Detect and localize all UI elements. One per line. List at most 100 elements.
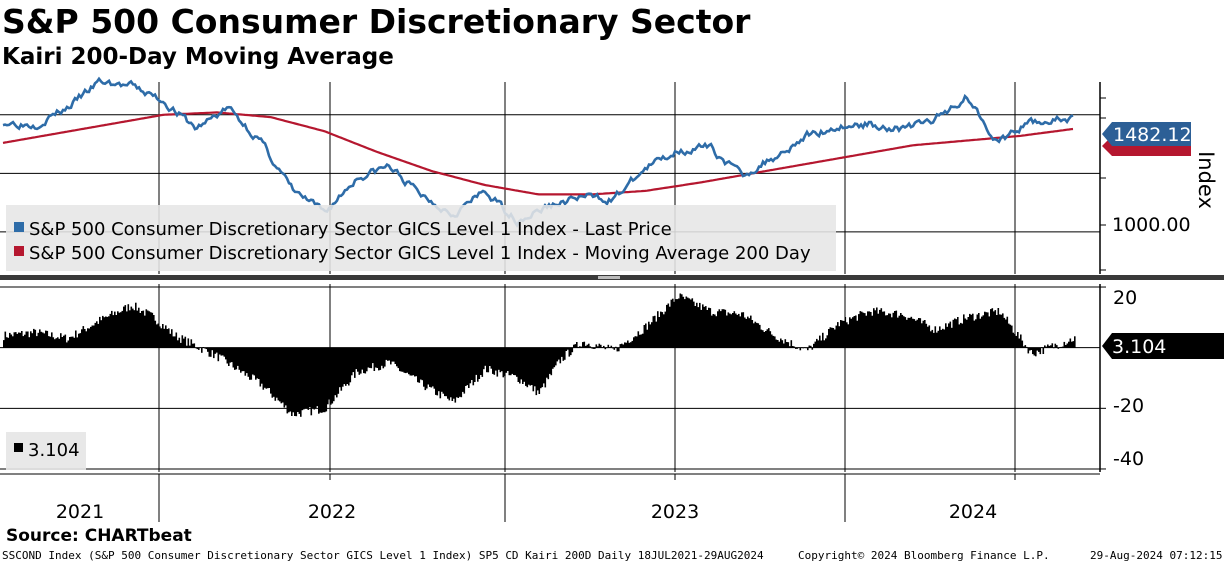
kairi-bar-262	[396, 347, 398, 367]
kairi-bar-273	[412, 347, 415, 376]
kairi-bar-313	[472, 347, 475, 386]
kairi-bar-212	[321, 347, 323, 413]
kairi-bar-479	[721, 309, 724, 348]
kairi-bar-461	[694, 306, 697, 348]
kairi-bar-660	[993, 311, 995, 348]
kairi-bar-505	[760, 329, 763, 348]
kairi-bar-64	[99, 316, 101, 348]
kairi-bar-261	[394, 347, 397, 364]
kairi-bar-623	[937, 330, 940, 348]
kairi-bar-13	[22, 336, 25, 348]
kairi-bar-456	[687, 297, 689, 348]
kairi-bar-694	[1044, 345, 1046, 348]
kairi-bar-428	[645, 323, 647, 348]
kairi-bar-420	[633, 337, 635, 348]
kairi-bar-272	[411, 347, 413, 376]
kairi-bar-144	[219, 347, 221, 355]
kairi-bar-37	[58, 338, 61, 348]
kairi-bar-569	[856, 320, 859, 348]
kairi-bar-554	[834, 329, 836, 348]
kairi-bar-297	[448, 347, 451, 401]
kairi-bar-147	[223, 347, 226, 357]
kairi-bar-565	[850, 318, 853, 348]
kairi-bar-241	[364, 347, 367, 374]
kairi-bar-298	[450, 347, 452, 398]
kairi-bar-538	[810, 345, 812, 348]
kairi-bar-110	[168, 328, 170, 348]
kairi-bar-668	[1005, 319, 1007, 348]
kairi-bar-229	[346, 347, 349, 384]
kairi-bar-663	[997, 308, 1000, 348]
kairi-bar-431	[649, 324, 652, 348]
x-year-label-1: 2022	[308, 501, 356, 523]
kairi-bar-383	[577, 346, 580, 348]
kairi-bar-255	[385, 347, 388, 360]
kairi-bar-340	[513, 347, 515, 375]
kairi-bar-529	[796, 347, 799, 349]
kairi-bar-55	[85, 331, 88, 348]
kairi-bar-306	[462, 347, 464, 392]
kairi-bar-685	[1030, 347, 1033, 350]
kairi-bar-468	[705, 306, 707, 348]
kairi-bar-269	[406, 347, 409, 373]
kairi-bar-51	[79, 333, 82, 348]
kairi-bar-526	[792, 346, 794, 348]
kairi-bar-639	[961, 323, 964, 348]
kairi-value-tag	[1102, 333, 1224, 359]
bottom-y-tick-label-2: -40	[1113, 448, 1144, 470]
kairi-bar-174	[264, 347, 266, 388]
kairi-bar-548	[825, 338, 827, 348]
kairi-bar-664	[999, 314, 1001, 348]
kairi-bar-92	[141, 311, 143, 348]
kairi-bar-487	[733, 311, 736, 348]
kairi-bar-7	[13, 332, 16, 348]
kairi-bar-574	[864, 313, 866, 348]
kairi-bar-232	[351, 347, 353, 376]
kairi-bar-89	[136, 310, 139, 348]
kairi-bar-238	[360, 347, 362, 374]
kairi-bar-149	[226, 347, 229, 364]
kairi-bar-311	[469, 347, 472, 384]
kairi-bar-230	[348, 347, 350, 386]
kairi-bar-498	[750, 315, 752, 348]
kairi-bar-314	[474, 347, 476, 382]
kairi-bar-617	[928, 325, 931, 348]
kairi-bar-700	[1053, 347, 1055, 349]
kairi-bar-131	[199, 347, 202, 348]
kairi-bar-392	[591, 347, 593, 349]
kairi-bar-588	[885, 315, 887, 348]
kairi-bar-281	[424, 347, 427, 391]
kairi-bar-328	[495, 347, 497, 371]
chart-subtitle: Kairi 200-Day Moving Average	[2, 44, 394, 70]
kairi-bar-189	[286, 347, 289, 414]
kairi-bar-197	[298, 347, 301, 414]
kairi-bar-77	[118, 312, 121, 348]
kairi-bar-582	[876, 307, 878, 348]
kairi-bar-603	[907, 317, 910, 348]
x-year-label-2: 2023	[651, 501, 699, 523]
kairi-bar-227	[343, 347, 346, 385]
kairi-bar-627	[943, 329, 946, 348]
kairi-bar-105	[160, 328, 163, 348]
kairi-bar-142	[216, 347, 218, 353]
kairi-bar-650	[978, 313, 980, 348]
kairi-bar-591	[889, 313, 892, 348]
kairi-bar-115	[175, 332, 178, 348]
kairi-bar-449	[676, 299, 679, 348]
kairi-bar-280	[423, 347, 425, 387]
kairi-bar-605	[910, 316, 913, 348]
kairi-bar-309	[466, 347, 469, 386]
kairi-bar-711	[1069, 338, 1072, 348]
kairi-bar-467	[703, 306, 706, 348]
kairi-bar-426	[642, 333, 644, 348]
kairi-bar-17	[28, 337, 31, 348]
kairi-bar-249	[376, 347, 379, 368]
kairi-bar-439	[661, 312, 664, 348]
kairi-bar-357	[538, 347, 541, 394]
kairi-bar-488	[735, 313, 737, 348]
kairi-bar-686	[1032, 347, 1034, 355]
top-axis-title: Index	[1194, 151, 1218, 209]
kairi-bar-117	[178, 337, 181, 348]
kairi-bar-406	[612, 347, 614, 349]
